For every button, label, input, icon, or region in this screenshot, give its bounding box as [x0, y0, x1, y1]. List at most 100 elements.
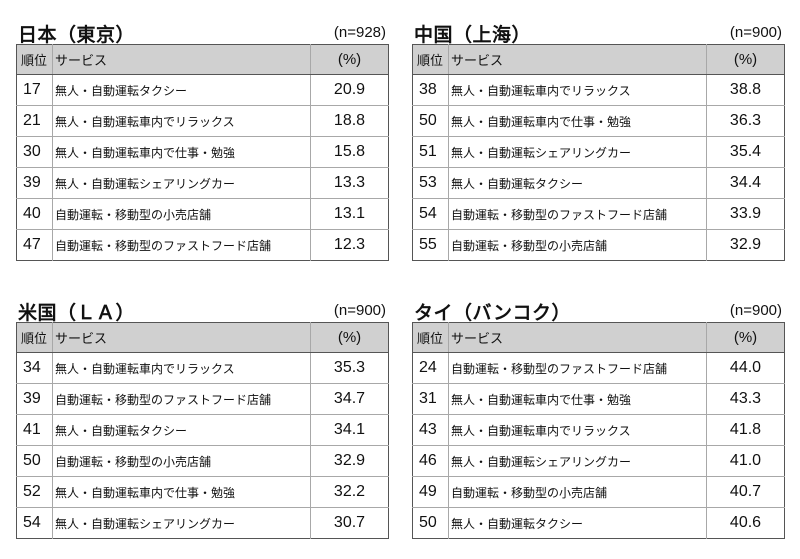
- sample-size: (n=900): [333, 302, 386, 319]
- header-service: サービス: [448, 44, 707, 75]
- rank-cell: 38: [412, 74, 449, 106]
- percent-cell: 15.8: [310, 136, 389, 168]
- rank-cell: 40: [16, 198, 53, 230]
- percent-cell: 34.1: [310, 414, 389, 446]
- rank-cell: 46: [412, 445, 449, 477]
- rank-cell: 21: [16, 105, 53, 137]
- service-cell: 自動運転・移動型のファストフード店舗: [52, 229, 311, 261]
- rank-cell: 54: [16, 507, 53, 539]
- table-row: 50 無人・自動運転タクシー 40.6: [412, 507, 785, 539]
- rank-cell: 30: [16, 136, 53, 168]
- percent-cell: 40.6: [729, 514, 762, 531]
- sample-size: (n=900): [729, 302, 782, 319]
- percent-cell: 32.9: [729, 236, 762, 253]
- table-row: 52 無人・自動運転車内で仕事・勉強 32.2: [16, 476, 389, 508]
- table-row: 51 無人・自動運転シェアリングカー 35.4: [412, 136, 785, 168]
- percent-cell: 20.9: [310, 74, 389, 106]
- percent-cell: 36.3: [706, 105, 785, 137]
- percent-cell: 12.3: [333, 236, 366, 253]
- table-header-row: 順位 サービス (%): [16, 44, 389, 75]
- service-cell: 無人・自動運転タクシー: [52, 414, 311, 446]
- ranking-table: 順位 サービス (%) 24 自動運転・移動型のファストフード店舗 44.0 31 無…: [412, 322, 785, 539]
- rank-cell: 50: [412, 105, 449, 137]
- service-cell: 無人・自動運転車内でリラックス: [52, 105, 311, 137]
- table-header-row: 順位 サービス (%): [412, 322, 785, 353]
- header-rank: 順位: [412, 44, 449, 75]
- ranking-table: 順位 サービス (%) 34 無人・自動運転車内でリラックス 35.3 39 自動運転…: [16, 322, 389, 539]
- table-row: 54 無人・自動運転シェアリングカー 30.7: [16, 507, 389, 539]
- percent-cell: 18.8: [310, 105, 389, 137]
- table-row: 43 無人・自動運転車内でリラックス 41.8: [412, 414, 785, 446]
- table-row: 54 自動運転・移動型のファストフード店舗 33.9: [412, 198, 785, 230]
- percent-cell: 44.0: [706, 352, 785, 384]
- header-rank: 順位: [412, 322, 449, 353]
- percent-cell: 34.7: [310, 383, 389, 415]
- panel-usa-la: 米国（ＬＡ） (n=900) 順位 サービス (%) 34 無人・自動運転車内でリ…: [16, 292, 389, 539]
- table-row: 39 自動運転・移動型のファストフード店舗 34.7: [16, 383, 389, 415]
- rank-cell: 52: [16, 476, 53, 508]
- rank-cell: 54: [412, 198, 449, 230]
- service-cell: 自動運転・移動型のファストフード店舗: [52, 383, 311, 415]
- rank-cell: 41: [16, 414, 53, 446]
- header-percent: (%): [706, 44, 785, 75]
- table-row: 24 自動運転・移動型のファストフード店舗 44.0: [412, 352, 785, 384]
- rank-cell: 50: [412, 507, 449, 539]
- table-row: 38 無人・自動運転車内でリラックス 38.8: [412, 74, 785, 106]
- service-cell: 無人・自動運転車内でリラックス: [448, 414, 707, 446]
- table-row: 39 無人・自動運転シェアリングカー 13.3: [16, 167, 389, 199]
- rank-cell: 51: [412, 136, 449, 168]
- service-cell: 無人・自動運転タクシー: [448, 507, 707, 539]
- rank-cell: 34: [16, 352, 53, 384]
- header-service: サービス: [52, 322, 311, 353]
- table-row: 50 無人・自動運転車内で仕事・勉強 36.3: [412, 105, 785, 137]
- header-percent: (%): [310, 44, 389, 75]
- rank-cell: 47: [16, 229, 53, 261]
- service-cell: 自動運転・移動型のファストフード店舗: [448, 198, 707, 230]
- table-row: 49 自動運転・移動型の小売店舗 40.7: [412, 476, 785, 508]
- sample-size: (n=900): [729, 24, 782, 41]
- percent-cell: 13.3: [310, 167, 389, 199]
- service-cell: 自動運転・移動型の小売店舗: [448, 229, 707, 261]
- service-cell: 無人・自動運転シェアリングカー: [448, 445, 707, 477]
- sample-size: (n=928): [333, 24, 386, 41]
- service-cell: 無人・自動運転シェアリングカー: [52, 507, 311, 539]
- panel-header: 米国（ＬＡ） (n=900): [16, 292, 388, 324]
- service-cell: 無人・自動運転車内でリラックス: [448, 74, 707, 106]
- table-header-row: 順位 サービス (%): [16, 322, 389, 353]
- percent-cell: 34.4: [706, 167, 785, 199]
- rank-cell: 49: [412, 476, 449, 508]
- ranking-table: 順位 サービス (%) 38 無人・自動運転車内でリラックス 38.8 50 無人・自…: [412, 44, 785, 261]
- rank-cell: 24: [412, 352, 449, 384]
- service-cell: 自動運転・移動型の小売店舗: [52, 445, 311, 477]
- percent-cell: 33.9: [706, 198, 785, 230]
- table-row: 40 自動運転・移動型の小売店舗 13.1: [16, 198, 389, 230]
- header-service: サービス: [448, 322, 707, 353]
- rank-cell: 31: [412, 383, 449, 415]
- panel-japan-tokyo: 日本（東京） (n=928) 順位 サービス (%) 17 無人・自動運転タクシー…: [16, 14, 389, 261]
- header-percent: (%): [706, 322, 785, 353]
- table-row: 30 無人・自動運転車内で仕事・勉強 15.8: [16, 136, 389, 168]
- percent-cell: 13.1: [310, 198, 389, 230]
- percent-cell: 41.8: [706, 414, 785, 446]
- rank-cell: 53: [412, 167, 449, 199]
- panel-header: 日本（東京） (n=928): [16, 14, 388, 46]
- service-cell: 自動運転・移動型の小売店舗: [448, 476, 707, 508]
- panel-title: 中国（上海）: [414, 24, 532, 46]
- percent-cell: 32.9: [310, 445, 389, 477]
- header-rank: 順位: [16, 44, 53, 75]
- table-row: 34 無人・自動運転車内でリラックス 35.3: [16, 352, 389, 384]
- service-cell: 無人・自動運転タクシー: [52, 74, 311, 106]
- percent-cell: 35.4: [706, 136, 785, 168]
- panel-header: 中国（上海） (n=900): [412, 14, 784, 46]
- table-row: 50 自動運転・移動型の小売店舗 32.9: [16, 445, 389, 477]
- service-cell: 無人・自動運転タクシー: [448, 167, 707, 199]
- percent-cell: 40.7: [706, 476, 785, 508]
- panel-title: 日本（東京）: [18, 24, 136, 46]
- percent-cell: 43.3: [706, 383, 785, 415]
- table-row: 21 無人・自動運転車内でリラックス 18.8: [16, 105, 389, 137]
- service-cell: 無人・自動運転車内で仕事・勉強: [52, 136, 311, 168]
- percent-cell: 38.8: [706, 74, 785, 106]
- rank-cell: 50: [16, 445, 53, 477]
- rank-cell: 17: [16, 74, 53, 106]
- table-row: 47 自動運転・移動型のファストフード店舗 12.3: [16, 229, 389, 261]
